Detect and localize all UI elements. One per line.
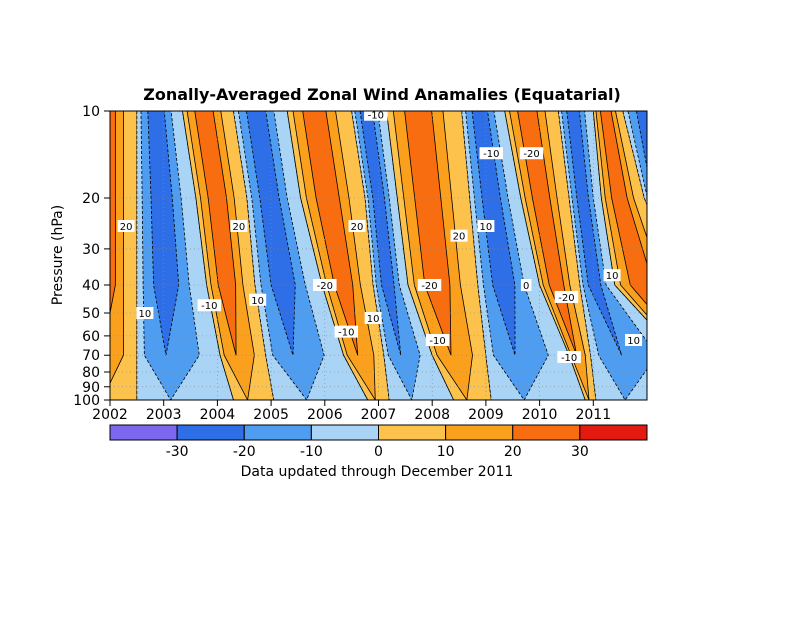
colorbar-label: 20	[504, 444, 522, 460]
x-tick-label: 2004	[200, 407, 236, 423]
y-axis-label: Pressure (hPa)	[50, 205, 66, 305]
colorbar-label: 10	[437, 444, 455, 460]
contour-label-bg	[364, 311, 382, 324]
colorbar-swatch	[579, 424, 648, 441]
contour-label: -20	[523, 149, 539, 160]
contour-label: -10	[429, 336, 445, 347]
colorbar-swatch	[512, 424, 581, 441]
contour-label: -20	[558, 293, 574, 304]
plot-area: 20 10 -10 20 10 -20 -10 20 10 -10 -20 -10 20 10 -10 -20…	[110, 111, 647, 400]
wind-contour-fill	[566, 111, 623, 356]
contour-label-bg	[520, 278, 532, 291]
contour-label-bg	[603, 269, 621, 282]
y-tick-label: 100	[73, 393, 100, 409]
contour-label: 20	[351, 222, 364, 233]
contour-label-bg	[479, 147, 504, 160]
contour-label-bg	[348, 220, 366, 233]
colorbar-label: -30	[166, 444, 189, 460]
colorbar-swatch	[109, 424, 178, 441]
y-tick-label: 90	[82, 380, 100, 396]
x-tick-label: 2010	[522, 407, 558, 423]
contour-label-bg	[425, 334, 450, 347]
colorbar-label: 30	[571, 444, 589, 460]
colorbar-label: 0	[374, 444, 383, 460]
contour-label: -20	[317, 281, 333, 292]
contour-label-bg	[230, 220, 248, 233]
x-axis-ticks: 2002 2003 2004 2005 2006 2007 2008 2009 2010 2011	[92, 400, 611, 423]
y-tick-label: 60	[82, 329, 100, 345]
contour-label-bg	[117, 220, 135, 233]
contour-label: 20	[453, 232, 466, 243]
wind-contour-fill	[147, 111, 180, 356]
colorbar: -30 -20 -10 0 10 20 30	[109, 424, 648, 460]
contour-label: 20	[233, 222, 246, 233]
contour-label: -10	[561, 353, 577, 364]
wind-contour-fill	[599, 111, 647, 306]
chart-title: Zonally-Averaged Zonal Wind Anamalies (E…	[143, 85, 621, 104]
x-tick-label: 2007	[361, 407, 397, 423]
colorbar-label: -10	[300, 444, 323, 460]
x-tick-label: 2002	[92, 407, 128, 423]
contour-label: 10	[251, 296, 264, 307]
contour-label: 20	[120, 222, 133, 233]
y-tick-label: 50	[82, 306, 100, 322]
wind-contour-fill	[110, 111, 116, 316]
y-tick-label: 70	[82, 348, 100, 364]
contour-label-bg	[334, 325, 359, 338]
x-tick-label: 2006	[307, 407, 343, 423]
contour-label-bg	[249, 293, 267, 306]
contour-label: -10	[338, 328, 354, 339]
wind-contour-fill	[471, 111, 516, 356]
contour-label: 10	[139, 309, 152, 320]
contour-label: 10	[480, 222, 493, 233]
grid	[110, 111, 647, 400]
y-tick-label: 10	[82, 104, 100, 120]
contour-label-bg	[554, 290, 579, 303]
wind-contour-fill	[404, 111, 452, 356]
contour-label-bg	[625, 334, 643, 347]
x-tick-label: 2005	[253, 407, 289, 423]
contour-label-bg	[197, 299, 222, 312]
colorbar-label: -20	[233, 444, 256, 460]
contour-label: 10	[367, 314, 380, 325]
contour-label-bg	[557, 351, 581, 364]
wind-contour-fill	[635, 111, 647, 170]
x-tick-label: 2009	[468, 407, 504, 423]
contour-label-bg	[519, 147, 544, 160]
colorbar-swatch	[445, 424, 514, 441]
contour-label: 0	[523, 281, 529, 292]
contour-label: -20	[421, 281, 437, 292]
colorbar-swatch	[378, 424, 447, 441]
y-tick-label: 30	[82, 242, 100, 258]
x-tick-label: 2003	[146, 407, 182, 423]
wind-contour-fill	[194, 111, 237, 356]
contour-label-bg	[364, 111, 388, 121]
y-tick-label: 40	[82, 278, 100, 294]
colorbar-swatch	[176, 424, 245, 441]
data-updated-note: Data updated through December 2011	[241, 464, 514, 480]
contour-label-bg	[136, 307, 154, 320]
colorbar-swatch	[243, 424, 312, 441]
contour-label: -10	[368, 111, 384, 122]
wind-contour-fill	[245, 111, 296, 356]
colorbar-swatch	[310, 424, 379, 441]
contour-label-bg	[477, 220, 495, 233]
wind-contour-fill	[359, 111, 402, 356]
contour-label-bg	[450, 229, 468, 242]
contour-label-bg	[417, 278, 442, 291]
y-tick-label: 20	[82, 191, 100, 207]
x-tick-label: 2011	[575, 407, 611, 423]
contour-label: -10	[201, 301, 217, 312]
contour-label: -10	[483, 149, 499, 160]
wind-contour-fill	[302, 111, 359, 356]
y-tick-label: 80	[82, 365, 100, 381]
x-tick-label: 2008	[414, 407, 450, 423]
contour-label-bg	[313, 278, 337, 291]
contour-label: 10	[606, 271, 619, 282]
contour-label: 10	[627, 336, 640, 347]
